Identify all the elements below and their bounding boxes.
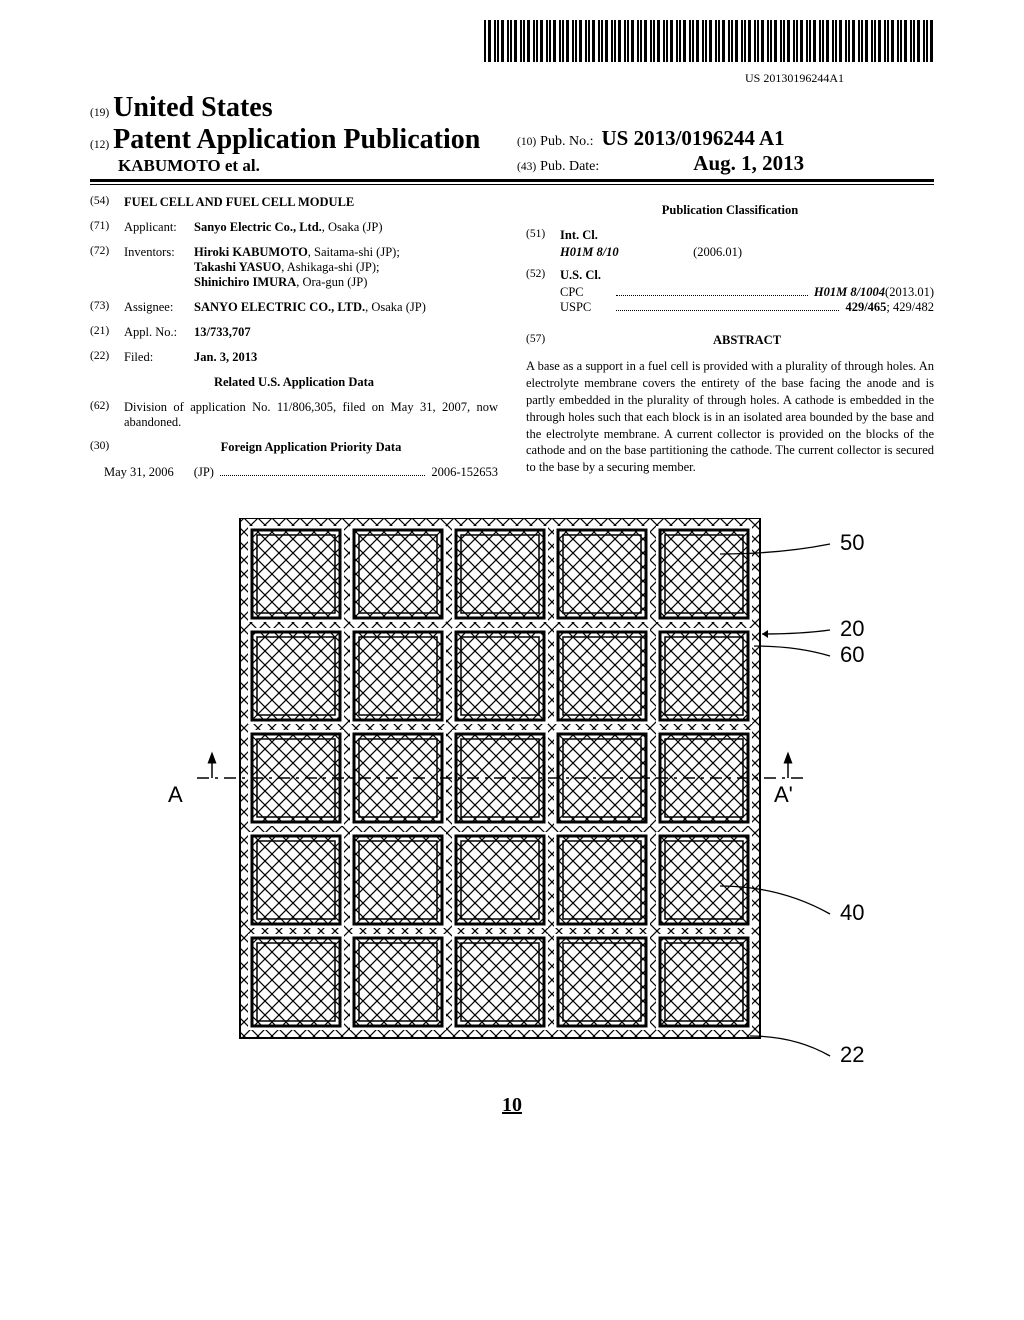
abstract-title: ABSTRACT <box>560 333 934 348</box>
svg-text:50: 50 <box>840 530 864 555</box>
inventor-3-loc: , Ora-gun (JP) <box>296 275 367 289</box>
pub-no: US 2013/0196244 A1 <box>601 126 784 150</box>
int-cl-code: H01M 8/10 <box>560 245 690 260</box>
assignee-loc: , Osaka (JP) <box>365 300 426 314</box>
figure-reference-number: 10 <box>502 1094 522 1117</box>
field-52-num: (52) <box>526 268 560 280</box>
field-72-label: Inventors: <box>124 245 194 260</box>
rule-thin <box>90 184 934 185</box>
cpc-value-rest: (2013.01) <box>885 285 934 300</box>
related-us-title: Related U.S. Application Data <box>90 375 498 390</box>
applicant-name: Sanyo Electric Co., Ltd. <box>194 220 322 234</box>
field-57-num: (57) <box>526 333 560 345</box>
dots-leader <box>220 475 425 476</box>
field-21-label: Appl. No.: <box>124 325 194 340</box>
cpc-label: CPC <box>560 285 610 300</box>
svg-text:60: 60 <box>840 642 864 667</box>
priority-number: 2006-152653 <box>431 465 498 480</box>
section-label-a: A <box>168 782 183 808</box>
uspc-value-bold: 429/465 <box>845 300 886 315</box>
pub-class-title: Publication Classification <box>526 203 934 218</box>
field-54-num: (54) <box>90 195 124 207</box>
assignee: SANYO ELECTRIC CO., LTD., Osaka (JP) <box>194 300 498 315</box>
field-73-num: (73) <box>90 300 124 312</box>
field-30-num: (30) <box>90 440 124 452</box>
cpc-value-bold: H01M 8/1004 <box>814 285 885 300</box>
svg-text:22: 22 <box>840 1042 864 1067</box>
biblio-columns: (54) FUEL CELL AND FUEL CELL MODULE (71)… <box>90 195 934 480</box>
assignee-name: SANYO ELECTRIC CO., LTD. <box>194 300 365 314</box>
int-cl-date: (2006.01) <box>693 245 742 259</box>
int-cl-label: Int. Cl. <box>560 228 934 243</box>
foreign-priority-title: Foreign Application Priority Data <box>124 440 498 455</box>
inventors: Hiroki KABUMOTO, Saitama-shi (JP); Takas… <box>194 245 498 290</box>
field-12-num: (12) <box>90 139 109 151</box>
inventor-2-loc: , Ashikaga-shi (JP); <box>281 260 379 274</box>
field-72-num: (72) <box>90 245 124 257</box>
field-43-num: (43) <box>517 161 536 173</box>
abstract-text: A base as a support in a fuel cell is pr… <box>526 358 934 476</box>
section-label-a-prime: A' <box>774 782 793 808</box>
barcode-number: US 20130196244A1 <box>90 71 934 86</box>
field-21-num: (21) <box>90 325 124 337</box>
invention-title: FUEL CELL AND FUEL CELL MODULE <box>124 195 498 210</box>
inventor-1-loc: , Saitama-shi (JP); <box>308 245 400 259</box>
rule-thick <box>90 179 934 182</box>
us-cl-label: U.S. Cl. <box>560 268 934 283</box>
pub-date-label: Pub. Date: <box>540 159 599 174</box>
pub-date: Aug. 1, 2013 <box>693 151 804 175</box>
uspc-label: USPC <box>560 300 610 315</box>
division-text: Division of application No. 11/806,305, … <box>124 400 498 430</box>
applicant-loc: , Osaka (JP) <box>322 220 383 234</box>
pub-no-label: Pub. No.: <box>540 134 593 149</box>
priority-country: (JP) <box>194 465 214 480</box>
barcode-area <box>90 20 934 67</box>
barcode-graphic <box>484 20 934 62</box>
field-71-num: (71) <box>90 220 124 232</box>
inventor-2-name: Takashi YASUO <box>194 260 281 274</box>
left-column: (54) FUEL CELL AND FUEL CELL MODULE (71)… <box>90 195 498 480</box>
authors-line: KABUMOTO et al. <box>118 156 260 175</box>
appl-no: 13/733,707 <box>194 325 498 340</box>
priority-date: May 31, 2006 <box>104 465 174 480</box>
svg-text:20: 20 <box>840 616 864 641</box>
inventor-3-name: Shinichiro IMURA <box>194 275 296 289</box>
field-10-num: (10) <box>517 136 536 148</box>
uspc-value-rest: ; 429/482 <box>886 300 934 315</box>
inventor-1-name: Hiroki KABUMOTO <box>194 245 308 259</box>
publication-type: Patent Application Publication <box>113 124 480 155</box>
field-71-label: Applicant: <box>124 220 194 235</box>
figure-area: 50 2060 40 22 A A' 10 <box>90 518 934 1117</box>
right-column: Publication Classification (51) Int. Cl.… <box>526 195 934 480</box>
country: United States <box>113 92 272 123</box>
field-22-num: (22) <box>90 350 124 362</box>
dots-leader <box>616 310 839 311</box>
field-22-label: Filed: <box>124 350 194 365</box>
field-62-num: (62) <box>90 400 124 412</box>
field-73-label: Assignee: <box>124 300 194 315</box>
svg-text:40: 40 <box>840 900 864 925</box>
dots-leader <box>616 295 808 296</box>
applicant: Sanyo Electric Co., Ltd., Osaka (JP) <box>194 220 498 235</box>
field-19-num: (19) <box>90 107 109 119</box>
filed-date: Jan. 3, 2013 <box>194 350 498 365</box>
header-block: (19) United States (12) Patent Application… <box>90 92 934 176</box>
field-51-num: (51) <box>526 228 560 240</box>
